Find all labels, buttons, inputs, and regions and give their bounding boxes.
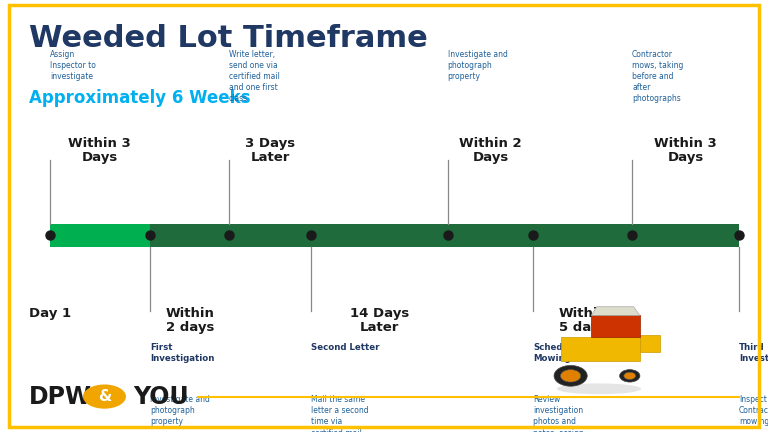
Text: Within
5 days: Within 5 days (558, 307, 607, 334)
Ellipse shape (554, 365, 588, 386)
Text: 14 Days
Later: 14 Days Later (349, 307, 409, 334)
Text: Review
investigation
photos and
notes, assign
contractor to
mow: Review investigation photos and notes, a… (533, 395, 584, 432)
Text: Write letter,
send one via
certified mail
and one first
class: Write letter, send one via certified mai… (229, 50, 280, 103)
Circle shape (83, 384, 126, 409)
Ellipse shape (561, 370, 581, 382)
Text: Contractor
mows, taking
before and
after
photographs: Contractor mows, taking before and after… (632, 50, 684, 103)
Polygon shape (591, 307, 640, 315)
Ellipse shape (624, 372, 636, 379)
Text: First
Investigation: First Investigation (150, 343, 214, 363)
Text: Within 3
Days: Within 3 Days (68, 137, 131, 164)
Text: YOU: YOU (133, 384, 188, 409)
Text: &: & (98, 389, 111, 404)
Text: Weeded Lot Timeframe: Weeded Lot Timeframe (29, 24, 428, 53)
Bar (150, 224, 739, 247)
Text: Schedule
Mowing: Schedule Mowing (533, 343, 578, 363)
Text: Third
Investigation: Third Investigation (739, 343, 768, 363)
Text: Mail the same
letter a second
time via
certified mail: Mail the same letter a second time via c… (311, 395, 369, 432)
Text: Investigate and
photograph
property: Investigate and photograph property (150, 395, 210, 426)
Polygon shape (591, 315, 640, 337)
Bar (50, 224, 150, 247)
Text: Investigate and
photograph
property: Investigate and photograph property (448, 50, 508, 81)
Polygon shape (561, 337, 640, 361)
Text: Approximately 6 Weeks: Approximately 6 Weeks (29, 89, 250, 107)
Text: Day 1: Day 1 (29, 307, 71, 320)
Ellipse shape (557, 384, 641, 394)
Text: Within 3
Days: Within 3 Days (654, 137, 717, 164)
Text: 3 Days
Later: 3 Days Later (245, 137, 296, 164)
Text: Inspect
Contractor's
mowing: Inspect Contractor's mowing (739, 395, 768, 426)
Polygon shape (640, 335, 660, 352)
Ellipse shape (620, 370, 640, 382)
Text: DPW: DPW (29, 384, 92, 409)
Text: Within
2 days: Within 2 days (165, 307, 214, 334)
Text: Assign
Inspector to
investigate: Assign Inspector to investigate (50, 50, 96, 81)
Text: Within 2
Days: Within 2 Days (459, 137, 522, 164)
Text: Second Letter: Second Letter (311, 343, 379, 353)
